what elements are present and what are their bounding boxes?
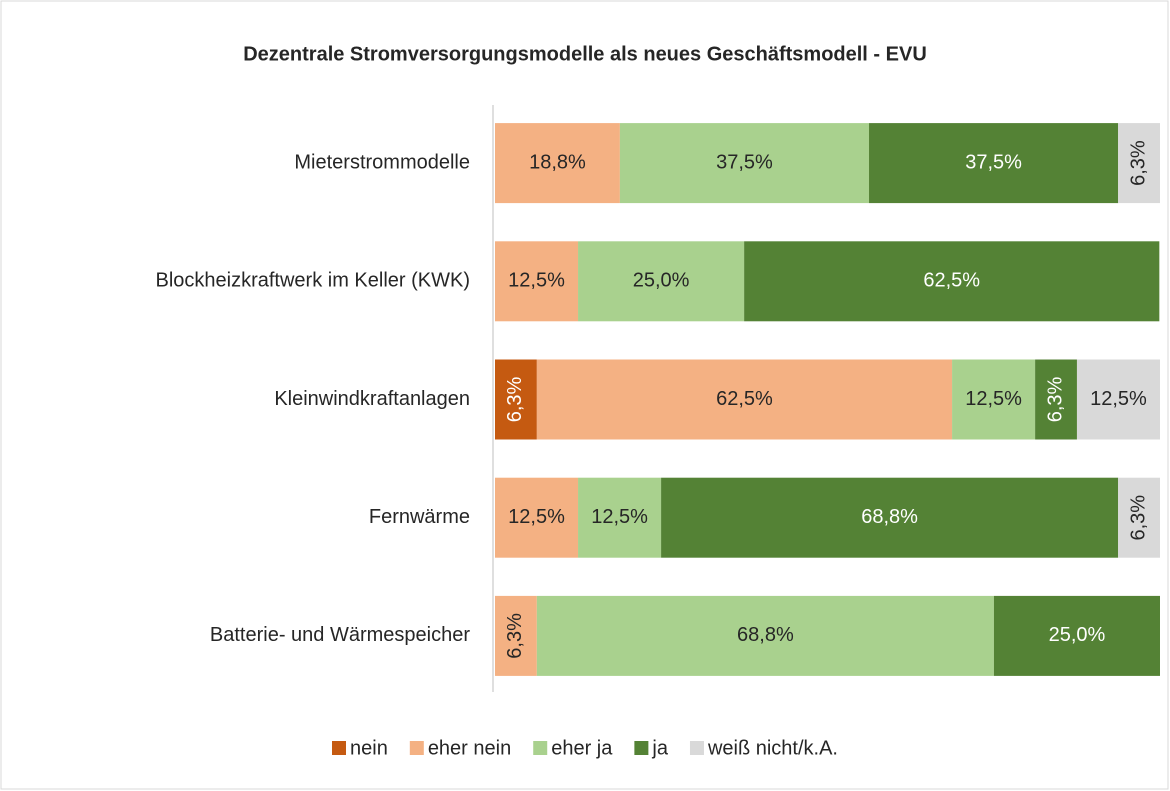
legend-swatch [533,741,548,755]
bar-segment [744,241,1160,322]
bar-segment [619,123,870,204]
data-label: 25,0% [633,270,690,292]
data-label: 6,3% [1127,495,1149,541]
data-label: 12,5% [1090,388,1147,410]
data-label: 62,5% [716,388,773,410]
legend-label: weiß nicht/k.A. [707,737,838,759]
bar-segment [536,359,953,440]
bar-segment [495,359,537,440]
data-label: 12,5% [508,506,565,528]
legend-swatch [409,741,424,755]
data-label: 6,3% [1127,140,1149,186]
data-label: 25,0% [1049,624,1106,646]
data-label: 37,5% [716,151,773,173]
bar-segment [661,477,1119,558]
bar-segment [495,241,579,322]
y-tick-label: Blockheizkraftwerk im Keller (KWK) [155,270,470,292]
y-tick-label: Fernwärme [369,506,470,528]
bar-segment [495,595,537,676]
bar-segment [495,477,579,558]
legend-swatch [634,741,649,755]
data-label: 18,8% [529,151,586,173]
y-tick-label: Mieterstrommodelle [294,151,470,173]
chart-title: Dezentrale Stromversorgungsmodelle als n… [243,43,927,65]
data-label: 12,5% [965,388,1022,410]
legend-label: eher ja [551,737,613,759]
bar-segment [952,359,1036,440]
bar-segment [1076,359,1160,440]
bar-segment [495,123,620,204]
data-label: 12,5% [591,506,648,528]
legend-label: nein [350,737,388,759]
legend-swatch [689,741,704,755]
data-label: 12,5% [508,270,565,292]
data-label: 6,3% [504,613,526,659]
data-label: 37,5% [965,151,1022,173]
bar-segment [869,123,1119,204]
bar-segment [1035,359,1077,440]
data-label: 68,8% [737,624,794,646]
bar-segment [993,595,1160,676]
data-label: 6,3% [504,376,526,422]
legend-label: ja [651,737,668,759]
data-label: 62,5% [923,270,980,292]
bar-segment [536,595,994,676]
data-label: 68,8% [861,506,918,528]
legend-label: eher nein [428,737,511,759]
bar-segment [578,241,745,322]
y-tick-label: Batterie- und Wärmespeicher [210,624,470,646]
bar-segment [1118,123,1160,204]
bar-segment [578,477,662,558]
y-tick-label: Kleinwindkraftanlagen [274,388,470,410]
legend: nein eher nein eher ja ja weiß nicht/k.A. [332,737,838,759]
data-label: 6,3% [1044,376,1066,422]
legend-swatch [332,741,346,755]
bar-segment [1118,477,1160,558]
